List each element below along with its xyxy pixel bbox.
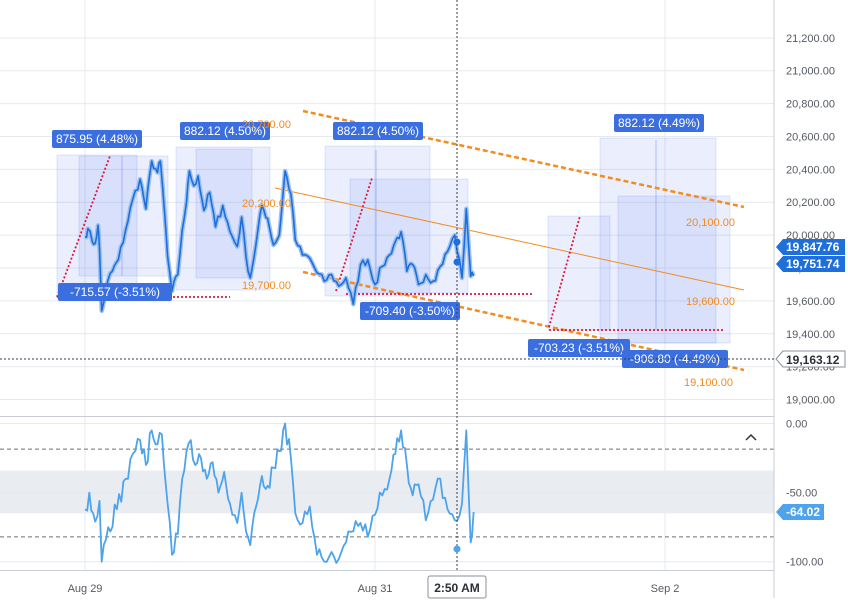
- y-tick-label: 20,200.00: [786, 197, 835, 209]
- y-tick-label: 19,000.00: [786, 395, 835, 407]
- measurement-label: -703.23 (-3.51%): [534, 341, 624, 355]
- last-price-tag-label: 19,847.76: [786, 240, 840, 254]
- y-tick-label: 21,200.00: [786, 33, 835, 45]
- price-tags: 19,847.76 19,751.74 -64.02: [776, 239, 845, 520]
- y-tick-label: 20,800.00: [786, 99, 835, 111]
- oscillator-y-tick-label: -50.00: [786, 488, 817, 500]
- series: [84, 158, 476, 564]
- channel-level-label: 20,100.00: [686, 217, 735, 229]
- price-series-line: [84, 160, 475, 312]
- crosshair-point: [453, 258, 461, 266]
- chevron-up-icon-shape: [745, 433, 757, 441]
- measure-box: [599, 137, 717, 344]
- trend-line: [548, 215, 581, 328]
- measure-box: [617, 195, 731, 344]
- crosshair-time-label: 2:50 AM: [434, 581, 480, 595]
- channel-level-label: 19,100.00: [684, 377, 733, 389]
- oscillator-value-tag-label: -64.02: [786, 505, 820, 519]
- last-price-tag-label: 19,751.74: [786, 257, 840, 271]
- channel-level-label: 19,700.00: [242, 280, 291, 292]
- x-tick-label: Aug 31: [358, 583, 393, 595]
- y-tick-label: 21,000.00: [786, 66, 835, 78]
- x-tick-label: Aug 29: [68, 583, 103, 595]
- x-tick-label: Sep 2: [651, 583, 680, 595]
- y-tick-label: 20,400.00: [786, 164, 835, 176]
- crosshair-point: [453, 545, 461, 553]
- oscillator-value-tag-bg: [776, 503, 824, 520]
- measurement-label: 875.95 (4.48%): [56, 132, 138, 146]
- oscillator-y-tick-label: 0.00: [786, 419, 807, 431]
- measure-box: [78, 155, 169, 277]
- y-tick-label: 20,600.00: [786, 131, 835, 143]
- measurement-label-bg: [333, 122, 423, 140]
- measurement-label-bg: [52, 130, 142, 148]
- measurement-label: -715.57 (-3.51%): [70, 285, 160, 299]
- last-price-tag-bg: [776, 256, 845, 272]
- trend-line: [56, 155, 111, 298]
- channel-level-label: 20,200.00: [242, 198, 291, 210]
- channel-level-label: 20,700.00: [242, 119, 291, 131]
- measurement-label-bg: [360, 302, 460, 320]
- measurement-label-bg: [614, 114, 704, 132]
- measurement-label: 882.12 (4.49%): [618, 116, 700, 130]
- measurement-label: 882.12 (4.50%): [337, 124, 419, 138]
- channel-middle-line: [274, 187, 745, 291]
- measurement-label: -906.80 (-4.49%): [630, 352, 720, 366]
- oscillator-series-line: [84, 422, 475, 564]
- drawing-labels: 875.95 (4.48%) -715.57 (-3.51%) 882.12 (4.…: [52, 114, 735, 389]
- y-tick-label: 19,600.00: [786, 296, 835, 308]
- measurement-label-bg: [180, 122, 270, 140]
- crosshair-time-bg: [427, 575, 487, 599]
- crosshair-price-label: 19,163.12: [786, 353, 840, 367]
- crosshair-point: [453, 238, 461, 246]
- measurement-label-bg: [528, 339, 630, 357]
- chevron-up-icon[interactable]: [745, 433, 757, 441]
- oscillator-y-tick-label: -100.00: [786, 557, 823, 569]
- last-price-tag-bg: [776, 239, 845, 255]
- measurement-label-bg: [622, 350, 728, 368]
- measurement-label-bg: [58, 283, 172, 301]
- measure-box: [547, 215, 611, 331]
- y-tick-label: 19,400.00: [786, 329, 835, 341]
- crosshair-price-bg: [775, 350, 846, 368]
- measurement-label: 882.12 (4.50%): [184, 124, 266, 138]
- measure-box: [349, 178, 469, 294]
- measurement-label: -709.40 (-3.50%): [365, 304, 455, 318]
- channel-level-label: 19,600.00: [686, 296, 735, 308]
